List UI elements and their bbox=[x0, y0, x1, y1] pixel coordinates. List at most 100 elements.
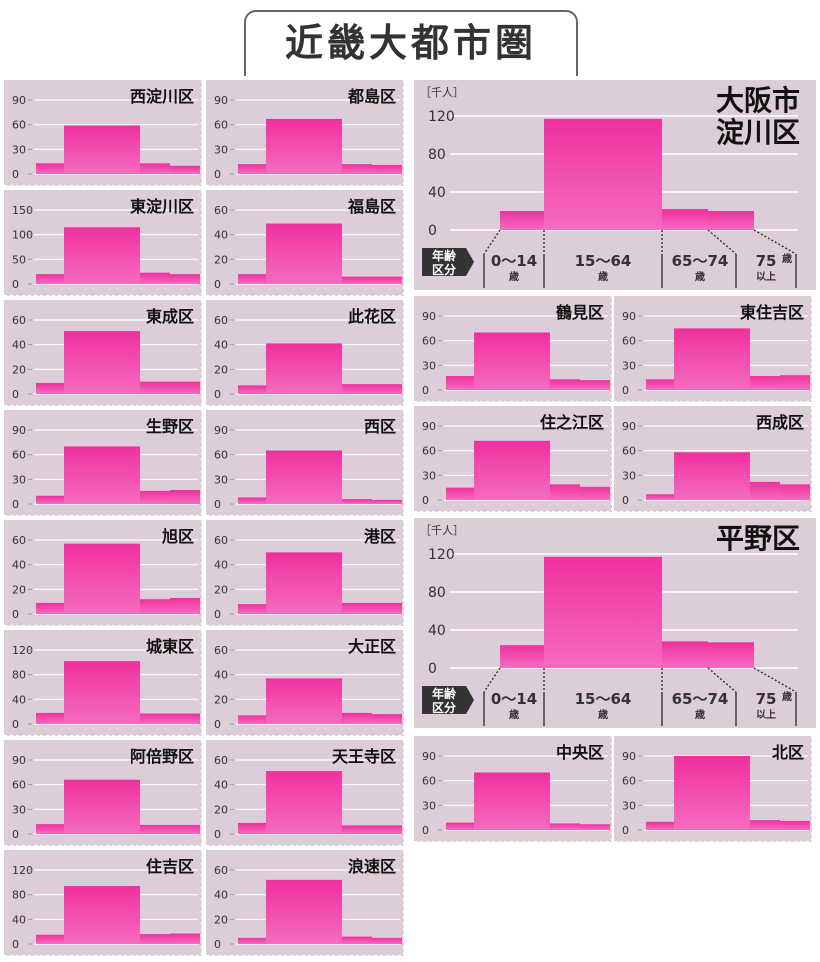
age-unit-label: 歳 bbox=[509, 270, 519, 283]
bar bbox=[780, 484, 810, 500]
chart-panel: 0 40 80 120 城東区 bbox=[4, 630, 202, 736]
y-tick-label: 30 bbox=[622, 469, 636, 482]
bar bbox=[238, 822, 266, 834]
y-tick-label: 90 bbox=[422, 750, 436, 763]
chart-panel: 0 30 60 90 都島区 bbox=[206, 80, 404, 186]
chart-panel: 0 30 60 90 生野区 bbox=[4, 410, 202, 516]
bar bbox=[342, 825, 372, 834]
bar bbox=[342, 602, 372, 614]
y-tick-label: 20 bbox=[214, 363, 228, 376]
bar bbox=[372, 602, 402, 614]
panel-title: 住吉区 bbox=[146, 857, 194, 876]
bar bbox=[674, 756, 750, 830]
bar bbox=[372, 164, 402, 174]
chart-panel: 0 20 40 60 天王寺区 bbox=[206, 740, 404, 846]
bar bbox=[170, 274, 200, 284]
age-unit-label: 歳 bbox=[695, 708, 705, 721]
bar bbox=[780, 820, 810, 830]
bar-chart: 0 30 60 90 西淀川区 bbox=[4, 80, 202, 186]
y-tick-label: 60 bbox=[422, 445, 436, 458]
bar bbox=[238, 274, 266, 284]
y-tick-label: 40 bbox=[428, 185, 446, 201]
chart-panel: 0 30 60 90 東住吉区 bbox=[614, 296, 812, 402]
chart-panel: 0 30 60 90 住之江区 bbox=[414, 406, 612, 512]
panel-title: 大正区 bbox=[348, 637, 396, 656]
bar-chart: 0 20 40 60 浪速区 bbox=[206, 850, 404, 956]
bar bbox=[646, 494, 674, 500]
bar-chart: 0 30 60 90 生野区 bbox=[4, 410, 202, 516]
panel-title: 東住吉区 bbox=[740, 303, 804, 322]
y-tick-label: 40 bbox=[214, 559, 228, 572]
bar bbox=[266, 552, 342, 614]
bar bbox=[140, 713, 170, 724]
bar-chart: 0 40 80 120 城東区 bbox=[4, 630, 202, 736]
bar bbox=[708, 211, 754, 230]
bar bbox=[266, 450, 342, 504]
panel-title: 大阪市 bbox=[716, 84, 800, 117]
y-tick-label: 0 bbox=[622, 494, 629, 507]
bar bbox=[64, 779, 140, 834]
age-unit-label: 歳 bbox=[782, 252, 792, 265]
y-tick-label: 0 bbox=[214, 718, 221, 731]
bar bbox=[342, 936, 372, 944]
y-tick-label: 60 bbox=[214, 314, 228, 327]
panel-title: 福島区 bbox=[347, 197, 396, 216]
y-tick-label: 0 bbox=[12, 718, 19, 731]
age-unit-label: 歳 bbox=[782, 690, 792, 703]
bar bbox=[646, 379, 674, 390]
panel-title: 北区 bbox=[772, 743, 804, 762]
age-unit-label: 歳 bbox=[695, 270, 705, 283]
panel-title: 港区 bbox=[364, 527, 396, 546]
bar bbox=[446, 376, 474, 390]
panel-title: 生野区 bbox=[146, 417, 194, 436]
y-tick-label: 60 bbox=[214, 119, 228, 132]
chart-panel: 0 20 40 60 港区 bbox=[206, 520, 404, 626]
bar-chart: 0 30 60 90 都島区 bbox=[206, 80, 404, 186]
chart-panel: 0 30 60 90 西区 bbox=[206, 410, 404, 516]
age-badge-label: 年齢 bbox=[432, 248, 457, 263]
y-tick-label: 0 bbox=[214, 938, 221, 951]
bar bbox=[474, 772, 550, 830]
y-tick-label: 60 bbox=[214, 204, 228, 217]
age-badge bbox=[422, 248, 474, 276]
panel-title: 中央区 bbox=[556, 743, 604, 762]
panel-title: 東淀川区 bbox=[130, 197, 194, 216]
bar bbox=[64, 331, 140, 394]
y-tick-label: 60 bbox=[12, 534, 26, 547]
y-tick-label: 0 bbox=[214, 388, 221, 401]
bar bbox=[36, 602, 64, 614]
age-badge-label: 区分 bbox=[432, 700, 456, 715]
bar bbox=[64, 125, 140, 174]
y-tick-label: 0 bbox=[12, 498, 19, 511]
bar-chart: 0 20 40 60 旭区 bbox=[4, 520, 202, 626]
y-tick-label: 60 bbox=[12, 449, 26, 462]
guide-line bbox=[753, 229, 797, 255]
bar bbox=[238, 497, 266, 504]
y-tick-label: 0 bbox=[12, 388, 19, 401]
y-tick-label: 80 bbox=[428, 147, 446, 163]
panel-title: 平野区 bbox=[716, 522, 800, 555]
bar bbox=[64, 227, 140, 284]
panel-title: 阿倍野区 bbox=[130, 747, 194, 766]
y-tick-label: 20 bbox=[12, 583, 26, 596]
bar bbox=[266, 118, 342, 174]
y-tick-label: 60 bbox=[214, 644, 228, 657]
chart-panel: 0 30 60 90 中央区 bbox=[414, 736, 612, 842]
chart-panel: 0 40 80 120 住吉区 bbox=[4, 850, 202, 956]
y-tick-label: 0 bbox=[12, 828, 19, 841]
panel-title: 浪速区 bbox=[348, 857, 396, 876]
bar bbox=[140, 163, 170, 174]
y-tick-label: 0 bbox=[428, 223, 437, 239]
age-group-label: 75 bbox=[756, 252, 777, 270]
bar bbox=[238, 604, 266, 614]
bar bbox=[550, 484, 580, 500]
y-tick-label: 0 bbox=[622, 824, 629, 837]
y-tick-label: 90 bbox=[622, 420, 636, 433]
chart-panel: 0 30 60 90 阿倍野区 bbox=[4, 740, 202, 846]
bar bbox=[674, 452, 750, 500]
y-tick-label: 40 bbox=[12, 339, 26, 352]
bar bbox=[342, 499, 372, 504]
y-tick-label: 60 bbox=[422, 775, 436, 788]
panel-title: 西成区 bbox=[756, 413, 804, 432]
